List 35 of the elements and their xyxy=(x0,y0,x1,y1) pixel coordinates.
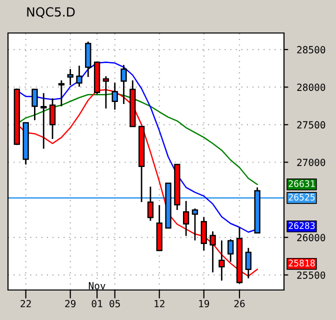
y-tick-label: 27500 xyxy=(297,121,326,129)
x-tick-label: 12 xyxy=(154,300,164,308)
candlestick xyxy=(112,82,118,110)
candlestick xyxy=(32,88,38,121)
y-tick-label: 28000 xyxy=(297,84,326,91)
candlestick xyxy=(67,68,74,86)
candlestick xyxy=(58,80,64,107)
x-tick-label: 22 xyxy=(20,300,31,308)
candlestick xyxy=(192,208,198,242)
x-tick-label: 29 xyxy=(65,300,76,308)
candlestick xyxy=(200,216,207,252)
y-tick-label: 27000 xyxy=(297,158,326,166)
x-tick-label: 19 xyxy=(199,300,210,308)
candlestick xyxy=(85,40,92,78)
candlestick xyxy=(76,64,82,88)
candlestick xyxy=(210,230,216,274)
candlestick xyxy=(120,64,127,105)
candlestick xyxy=(49,98,56,140)
x-tick-label: 01 xyxy=(92,300,102,308)
candlestick xyxy=(245,247,252,280)
candlestick xyxy=(40,92,47,150)
text: 26283 xyxy=(288,222,315,230)
annotation: Nov xyxy=(88,282,106,290)
candlestick xyxy=(147,186,154,222)
chart-title: NQC5.D xyxy=(27,7,75,18)
text: 26631 xyxy=(288,180,315,188)
text: 25818 xyxy=(288,260,315,266)
x-tick-label: 05 xyxy=(110,300,120,308)
ref-line-label: 26525 xyxy=(288,194,315,201)
x-tick-label: 26 xyxy=(234,300,245,308)
y-tick-label: 26000 xyxy=(297,234,326,242)
candlestick xyxy=(182,200,190,237)
candlestick xyxy=(228,238,234,263)
y-tick-label: 25500 xyxy=(297,271,326,279)
y-tick-label: 28500 xyxy=(297,46,326,54)
